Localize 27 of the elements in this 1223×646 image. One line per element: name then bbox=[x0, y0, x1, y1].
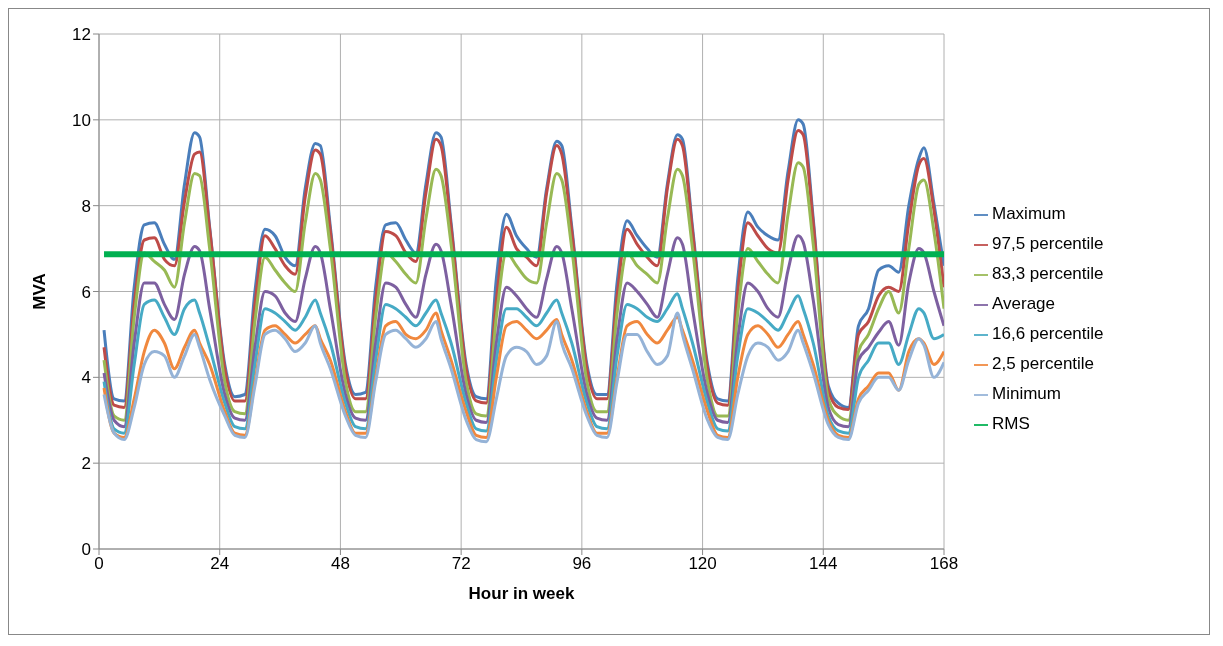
legend-label: 97,5 percentile bbox=[992, 234, 1104, 253]
x-tick-label: 48 bbox=[330, 554, 350, 574]
legend-label: Average bbox=[992, 294, 1056, 313]
line-series bbox=[102, 292, 944, 435]
y-tick-label: 2 bbox=[81, 454, 91, 474]
y-tick-label: 6 bbox=[81, 282, 91, 302]
x-tick-label: 0 bbox=[94, 554, 104, 574]
legend-label: Minimum bbox=[992, 384, 1061, 403]
x-tick-label: 168 bbox=[929, 554, 959, 574]
legend-label: 2,5 percentile bbox=[992, 354, 1095, 373]
x-tick-label: 96 bbox=[572, 554, 592, 574]
x-tick-label: 144 bbox=[809, 554, 838, 574]
legend-label: 16,6 percentile bbox=[992, 324, 1104, 343]
legend-label: Maximum bbox=[992, 204, 1066, 223]
y-tick-label: 0 bbox=[81, 540, 91, 560]
x-tick-label: 120 bbox=[688, 554, 717, 574]
x-tick-label: 72 bbox=[451, 554, 471, 574]
y-tick-label: 12 bbox=[72, 25, 91, 45]
x-tick-label: 24 bbox=[210, 554, 230, 574]
line-series bbox=[102, 234, 944, 429]
y-tick-label: 10 bbox=[72, 110, 91, 130]
legend-label: 83,3 percentile bbox=[992, 264, 1104, 283]
legend-label: RMS bbox=[992, 414, 1030, 433]
y-tick-label: 8 bbox=[81, 196, 91, 216]
y-tick-label: 4 bbox=[81, 368, 91, 388]
y-axis-title: MVA bbox=[30, 273, 50, 310]
x-axis-title: Hour in week bbox=[468, 584, 575, 603]
